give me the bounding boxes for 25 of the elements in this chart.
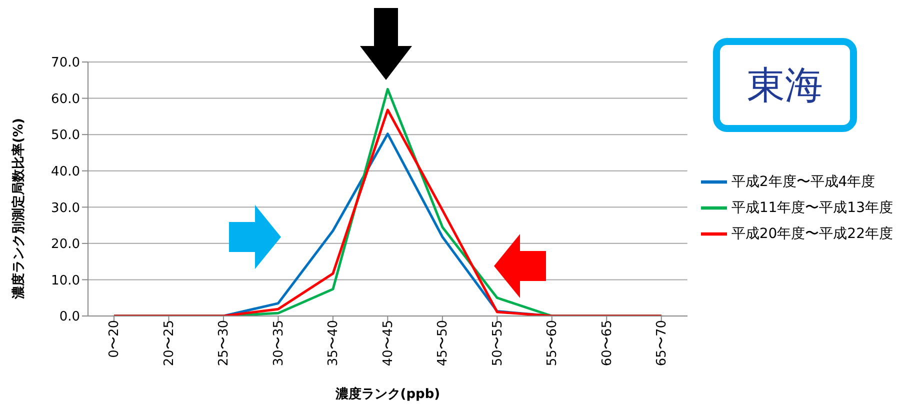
legend-label: 平成11年度〜平成13年度 (731, 200, 893, 216)
legend-label: 平成2年度〜平成4年度 (731, 174, 876, 190)
x-axis-title: 濃度ランク(ppb) (334, 386, 440, 402)
x-tick-label: 20〜25 (162, 320, 177, 366)
y-axis-title: 濃度ランク別測定局数比率(%) (10, 118, 27, 300)
x-tick-label: 60〜65 (600, 320, 615, 366)
x-tick-label: 45〜50 (436, 320, 451, 366)
y-tick-label: 60.0 (51, 92, 80, 107)
y-tick-label: 30.0 (51, 200, 80, 216)
x-tick-label: 40〜45 (380, 320, 396, 366)
x-tick-label: 65〜70 (654, 320, 670, 366)
x-tick-label: 25〜30 (216, 320, 232, 366)
text: 東海 (713, 38, 857, 132)
x-tick-label: 55〜60 (545, 320, 560, 366)
y-tick-label: 70.0 (51, 56, 80, 71)
x-tick-label: 50〜55 (490, 320, 506, 366)
y-tick-label: 0.0 (59, 310, 80, 325)
x-tick-label: 30〜35 (271, 320, 286, 366)
x-tick-label: 0〜20 (107, 320, 122, 358)
y-tick-label: 20.0 (51, 237, 80, 252)
y-tick-label: 50.0 (51, 128, 80, 144)
x-tick-label: 35〜40 (326, 320, 342, 366)
legend-label: 平成20年度〜平成22年度 (731, 226, 893, 242)
y-tick-label: 40.0 (51, 164, 80, 180)
y-tick-label: 10.0 (51, 273, 80, 288)
